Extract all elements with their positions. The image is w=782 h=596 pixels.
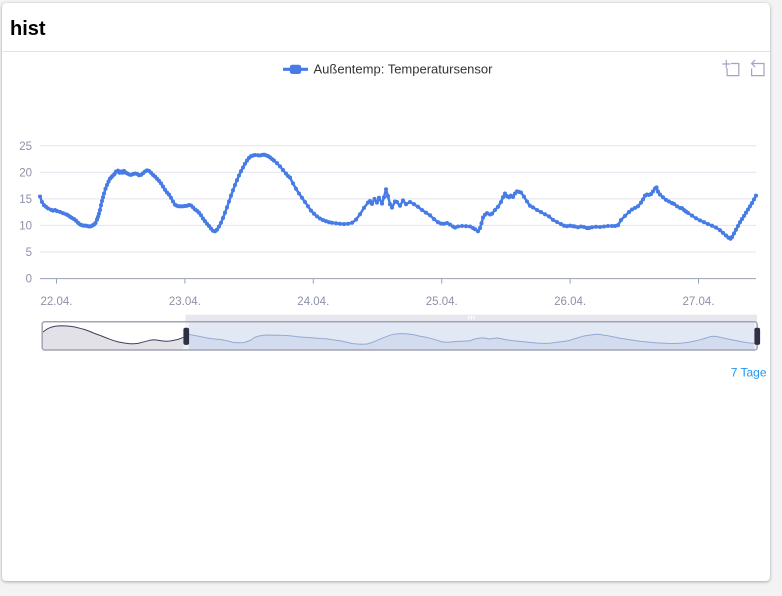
svg-text:23.04.: 23.04.: [169, 296, 201, 308]
svg-text:26.04.: 26.04.: [554, 296, 586, 308]
svg-text:hist: hist: [10, 18, 46, 40]
svg-text:5: 5: [26, 247, 32, 259]
svg-text:15: 15: [19, 194, 32, 206]
svg-text:10: 10: [19, 221, 32, 233]
svg-text:7 Tage: 7 Tage: [731, 366, 767, 380]
svg-text:24.04.: 24.04.: [297, 296, 329, 308]
svg-text:Außentemp: Temperatursensor: Außentemp: Temperatursensor: [314, 62, 494, 77]
svg-text:27.04.: 27.04.: [683, 296, 715, 308]
svg-text:22.04.: 22.04.: [41, 296, 73, 308]
svg-text:0: 0: [26, 274, 32, 286]
svg-text:25: 25: [19, 141, 32, 153]
svg-text:25.04.: 25.04.: [426, 296, 458, 308]
svg-text:20: 20: [19, 167, 32, 179]
